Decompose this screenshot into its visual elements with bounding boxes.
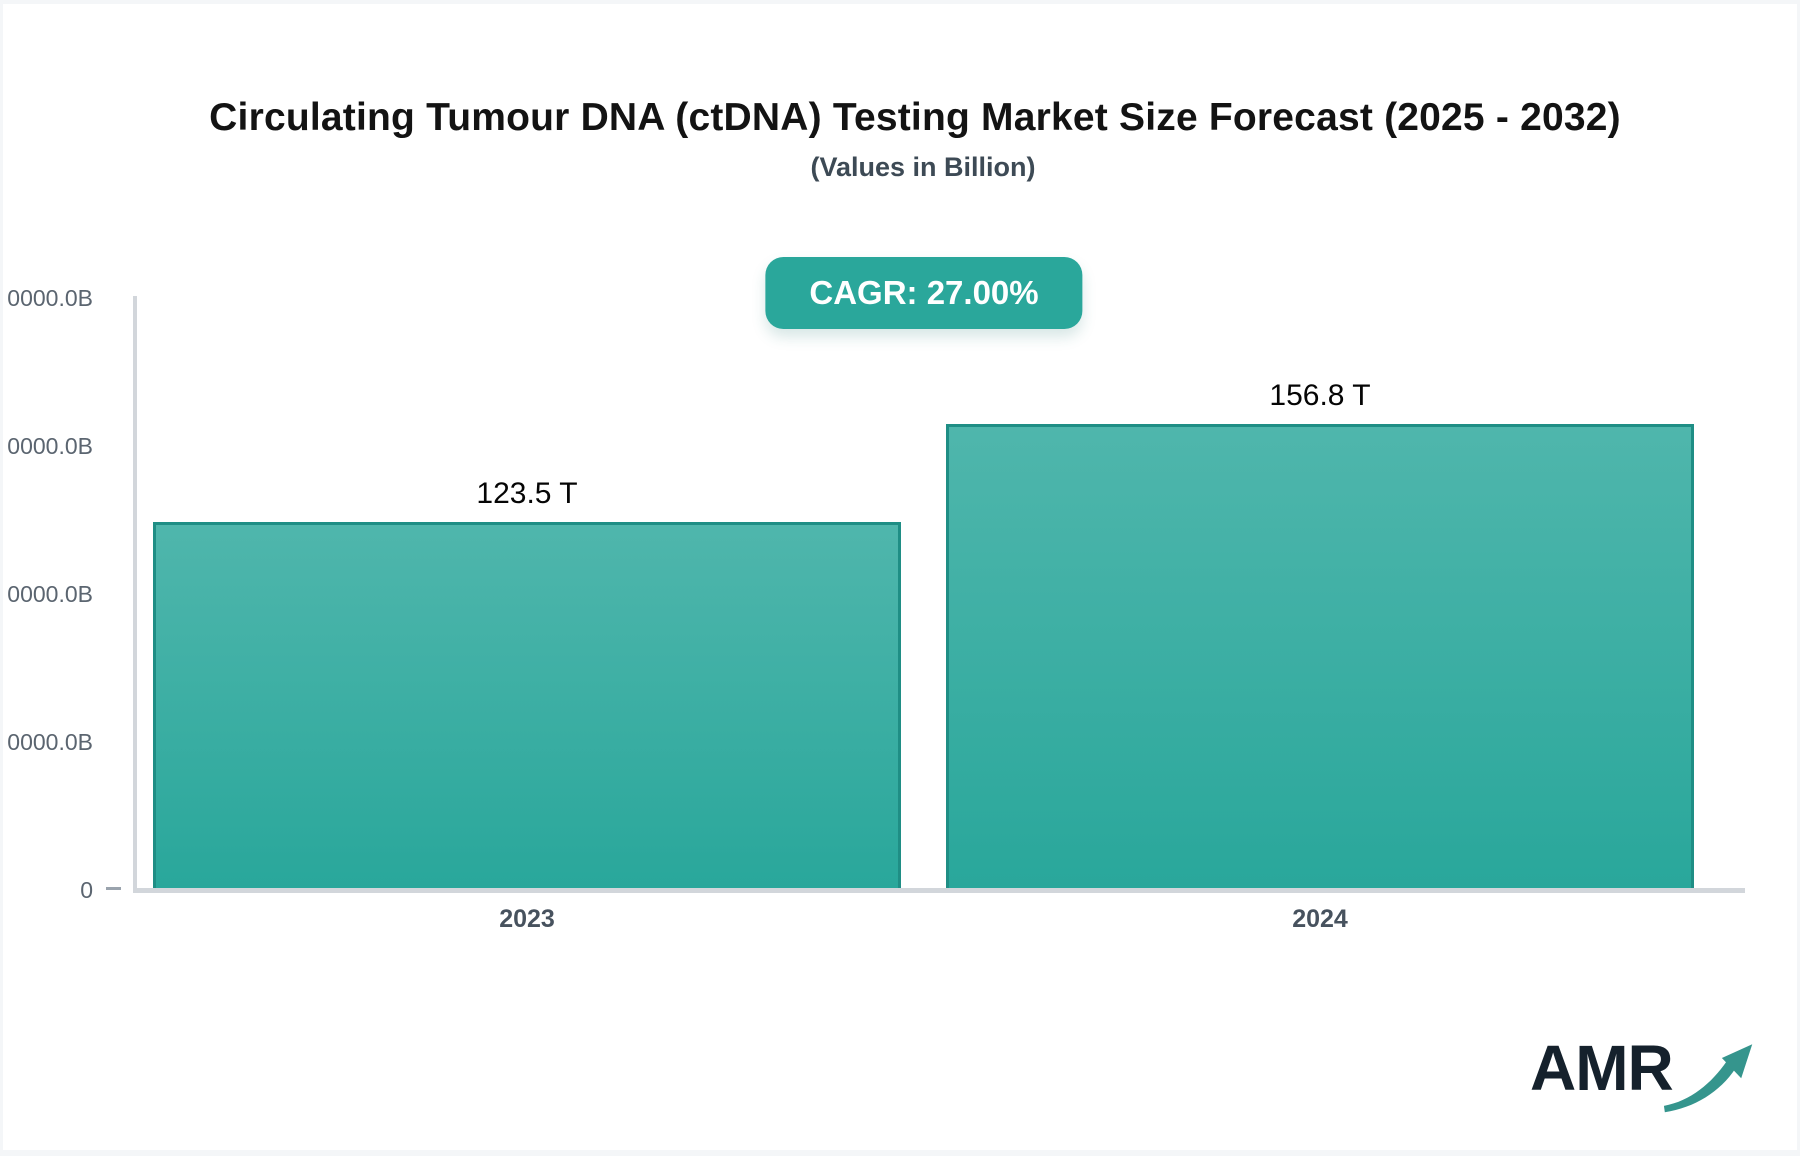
x-axis-label-2024: 2024 — [1292, 905, 1348, 933]
y-axis-tick-label: 0000.0B — [7, 285, 93, 311]
chart-title: Circulating Tumour DNA (ctDNA) Testing M… — [209, 96, 1621, 139]
growth-arrow-icon — [1663, 1040, 1755, 1127]
y-axis-tick-label: 0000.0B — [7, 729, 93, 755]
y-axis-tick-label: 0 — [80, 877, 93, 903]
bar-value-label-2024: 156.8 T — [1269, 379, 1371, 412]
bar-2023[interactable] — [153, 522, 901, 888]
chart-card: Circulating Tumour DNA (ctDNA) Testing M… — [3, 4, 1797, 1150]
y-axis-line — [133, 296, 137, 890]
amr-logo: AMR — [1530, 1036, 1755, 1123]
x-axis-line — [133, 888, 1745, 893]
bar-2024[interactable] — [946, 424, 1694, 888]
cagr-badge: CAGR: 27.00% — [765, 257, 1083, 329]
y-axis-zero-tick-mark — [106, 887, 121, 890]
bar-value-label-2023: 123.5 T — [476, 477, 578, 510]
y-axis-tick-label: 0000.0B — [7, 581, 93, 607]
amr-logo-text: AMR — [1530, 1032, 1674, 1104]
x-axis-label-2023: 2023 — [499, 905, 555, 933]
y-axis-tick-label: 0000.0B — [7, 433, 93, 459]
chart-subtitle: (Values in Billion) — [810, 152, 1036, 182]
